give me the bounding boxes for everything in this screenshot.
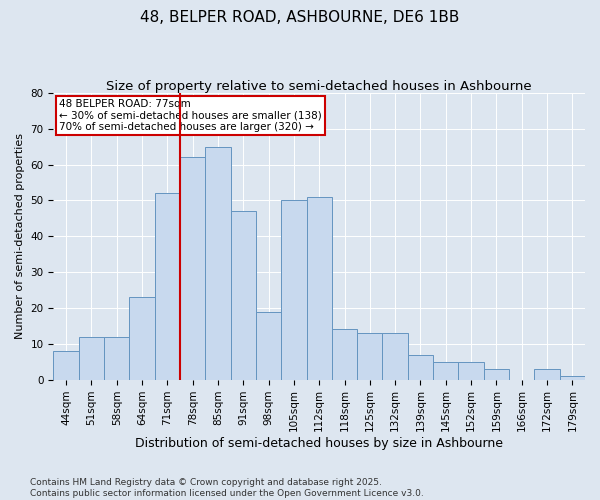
Title: Size of property relative to semi-detached houses in Ashbourne: Size of property relative to semi-detach… — [106, 80, 532, 93]
Bar — [79, 336, 104, 380]
Bar — [104, 336, 130, 380]
Bar — [53, 351, 79, 380]
Bar — [484, 369, 509, 380]
Bar — [155, 194, 180, 380]
Bar — [357, 333, 382, 380]
Bar — [382, 333, 408, 380]
Text: 48, BELPER ROAD, ASHBOURNE, DE6 1BB: 48, BELPER ROAD, ASHBOURNE, DE6 1BB — [140, 10, 460, 25]
Y-axis label: Number of semi-detached properties: Number of semi-detached properties — [15, 134, 25, 340]
X-axis label: Distribution of semi-detached houses by size in Ashbourne: Distribution of semi-detached houses by … — [135, 437, 503, 450]
Bar — [307, 197, 332, 380]
Bar — [180, 158, 205, 380]
Bar — [535, 369, 560, 380]
Bar — [230, 211, 256, 380]
Bar — [205, 146, 230, 380]
Bar — [332, 330, 357, 380]
Bar — [458, 362, 484, 380]
Bar — [408, 354, 433, 380]
Bar — [256, 312, 281, 380]
Text: Contains HM Land Registry data © Crown copyright and database right 2025.
Contai: Contains HM Land Registry data © Crown c… — [30, 478, 424, 498]
Bar — [281, 200, 307, 380]
Bar — [130, 297, 155, 380]
Text: 48 BELPER ROAD: 77sqm
← 30% of semi-detached houses are smaller (138)
70% of sem: 48 BELPER ROAD: 77sqm ← 30% of semi-deta… — [59, 98, 322, 132]
Bar — [560, 376, 585, 380]
Bar — [433, 362, 458, 380]
